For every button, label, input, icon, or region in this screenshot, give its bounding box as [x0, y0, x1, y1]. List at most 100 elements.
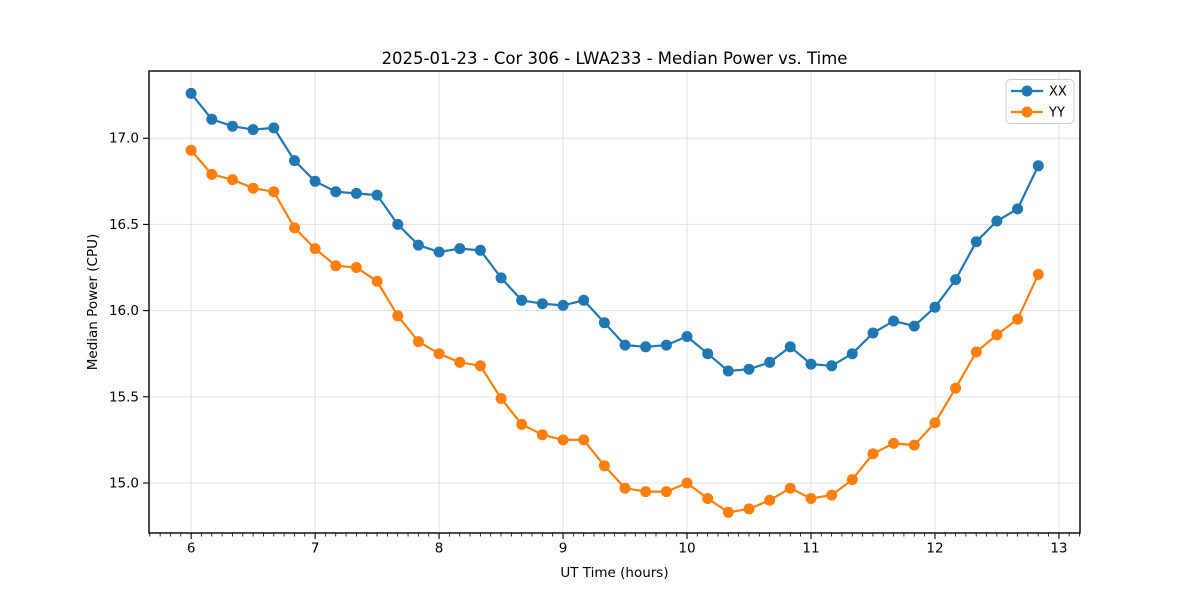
- data-point-xx: [474, 244, 486, 256]
- data-point-yy: [578, 434, 590, 446]
- data-point-xx: [309, 175, 321, 187]
- x-tick-label: 7: [311, 541, 320, 557]
- y-tick-label: 17.0: [109, 131, 139, 147]
- data-point-yy: [888, 437, 900, 449]
- data-point-yy: [784, 482, 796, 494]
- data-point-xx: [619, 339, 631, 351]
- data-point-yy: [289, 222, 300, 234]
- data-point-xx: [743, 363, 755, 375]
- data-point-yy: [474, 360, 486, 372]
- data-point-yy: [826, 489, 838, 501]
- data-point-yy: [929, 417, 941, 429]
- data-point-xx: [722, 365, 734, 377]
- data-point-xx: [371, 189, 383, 201]
- data-point-xx: [392, 218, 404, 230]
- data-point-xx: [681, 331, 693, 342]
- data-point-yy: [991, 329, 1003, 341]
- data-point-xx: [412, 239, 424, 251]
- data-point-yy: [206, 168, 218, 180]
- legend-label-xx: XX: [1049, 85, 1067, 100]
- data-point-yy: [640, 486, 652, 498]
- data-point-yy: [908, 439, 920, 451]
- data-point-xx: [598, 317, 610, 329]
- plot-area: 6 7 8 9 10 11 12 13 15.0 15.5 16.0 16.5 17.0: [109, 71, 1080, 557]
- data-point-yy: [846, 474, 858, 486]
- data-point-xx: [929, 301, 941, 313]
- x-tick-label: 12: [926, 541, 943, 557]
- data-point-xx: [660, 339, 672, 351]
- data-point-yy: [392, 310, 404, 322]
- data-point-xx: [826, 360, 838, 372]
- data-point-yy: [350, 262, 362, 273]
- data-point-xx: [247, 124, 259, 136]
- data-point-yy: [330, 260, 342, 272]
- data-point-xx: [227, 120, 238, 132]
- data-point-xx: [784, 341, 796, 353]
- x-axis-label: UT Time (hours): [560, 565, 668, 581]
- data-point-yy: [805, 493, 817, 504]
- y-tick-label: 16.0: [109, 303, 139, 319]
- data-point-yy: [309, 243, 321, 255]
- data-point-xx: [702, 348, 714, 360]
- data-point-yy: [247, 182, 259, 194]
- data-point-yy: [950, 382, 962, 394]
- data-point-yy: [1032, 268, 1044, 280]
- data-point-yy: [268, 186, 280, 198]
- data-point-xx: [950, 274, 962, 286]
- data-point-xx: [206, 113, 218, 125]
- data-point-yy: [1012, 313, 1024, 325]
- data-point-xx: [557, 299, 569, 311]
- data-point-yy: [598, 460, 610, 472]
- data-point-yy: [185, 144, 197, 156]
- legend-sample-marker-xx: [1021, 85, 1033, 97]
- data-point-xx: [454, 243, 466, 255]
- data-point-xx: [516, 294, 528, 306]
- data-point-xx: [350, 187, 362, 199]
- chart-title: 2025-01-23 - Cor 306 - LWA233 - Median P…: [382, 49, 848, 68]
- data-point-xx: [867, 327, 879, 339]
- data-point-yy: [433, 348, 445, 360]
- data-point-xx: [640, 341, 652, 353]
- legend-sample-marker-yy: [1021, 106, 1033, 118]
- y-tick-label: 16.5: [109, 217, 139, 233]
- data-point-yy: [702, 493, 714, 504]
- data-point-yy: [227, 174, 238, 186]
- data-point-xx: [536, 298, 548, 310]
- legend: XX YY: [1005, 79, 1075, 124]
- data-point-xx: [764, 356, 776, 368]
- data-point-yy: [412, 336, 424, 348]
- data-point-xx: [578, 294, 590, 306]
- x-tick-label: 9: [559, 541, 568, 557]
- data-point-yy: [619, 482, 631, 494]
- data-point-yy: [454, 356, 466, 368]
- data-point-xx: [495, 272, 507, 284]
- data-point-yy: [867, 448, 879, 460]
- data-point-yy: [764, 494, 776, 506]
- data-point-yy: [557, 434, 569, 446]
- data-point-xx: [268, 122, 280, 134]
- y-tick-label: 15.0: [109, 476, 139, 492]
- axes-spines: [148, 70, 1081, 534]
- y-tick-label: 15.5: [109, 389, 139, 405]
- data-point-yy: [660, 486, 672, 498]
- data-point-xx: [908, 320, 920, 332]
- x-tick-label: 6: [187, 541, 196, 557]
- data-point-xx: [1032, 160, 1044, 172]
- y-axis-label: Median Power (CPU): [85, 234, 101, 370]
- data-point-xx: [330, 186, 342, 198]
- x-tick-label: 10: [678, 541, 695, 557]
- data-point-xx: [185, 87, 197, 99]
- data-point-yy: [536, 429, 548, 441]
- data-point-xx: [970, 236, 982, 248]
- data-point-yy: [495, 393, 507, 404]
- data-point-yy: [371, 275, 383, 287]
- x-tick-label: 11: [802, 541, 819, 557]
- data-point-xx: [888, 315, 900, 327]
- series-line-yy: [190, 149, 1040, 514]
- data-point-xx: [805, 358, 817, 370]
- legend-label-yy: YY: [1048, 106, 1065, 121]
- data-point-xx: [1012, 203, 1024, 215]
- data-point-yy: [743, 503, 755, 515]
- data-point-yy: [970, 346, 982, 358]
